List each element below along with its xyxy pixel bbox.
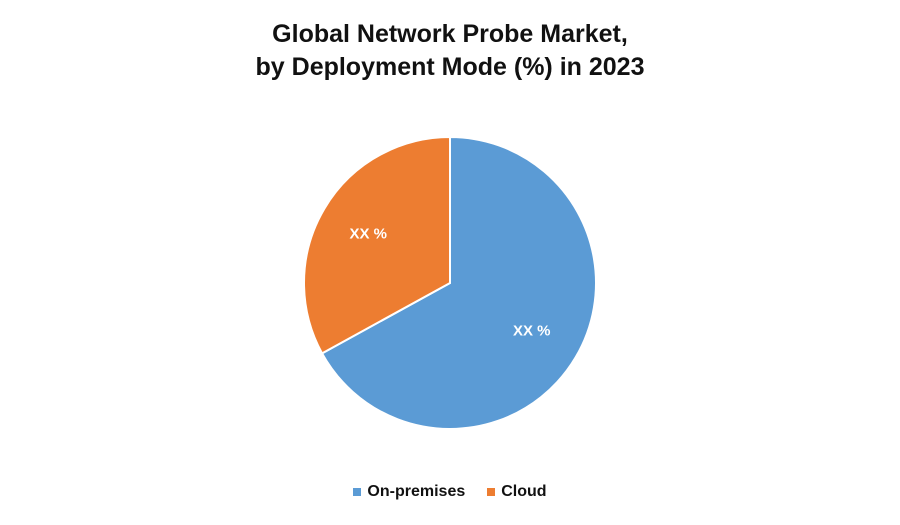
legend-label-cloud: Cloud [501, 483, 547, 500]
data-label-cloud: XX % [349, 226, 387, 243]
legend: On-premises Cloud [0, 483, 900, 501]
chart-title: Global Network Probe Market, by Deployme… [0, 18, 900, 84]
legend-swatch-on-premises [353, 488, 362, 496]
chart-title-line-1: Global Network Probe Market, [272, 20, 628, 48]
data-label-on-premises: XX % [513, 322, 551, 339]
pie-data-labels: XX % XX % [349, 226, 550, 340]
legend-label-on-premises: On-premises [367, 483, 466, 500]
pie-slice-cloud [303, 135, 451, 355]
legend-item-on-premises: On-premises [353, 483, 465, 501]
chart-title-line-2: by Deployment Mode (%) in 2023 [255, 53, 645, 81]
legend-item-cloud: Cloud [487, 483, 547, 501]
legend-swatch-cloud [487, 488, 496, 496]
pie-slices [303, 135, 597, 430]
pie-slice-on-premises [320, 135, 597, 430]
